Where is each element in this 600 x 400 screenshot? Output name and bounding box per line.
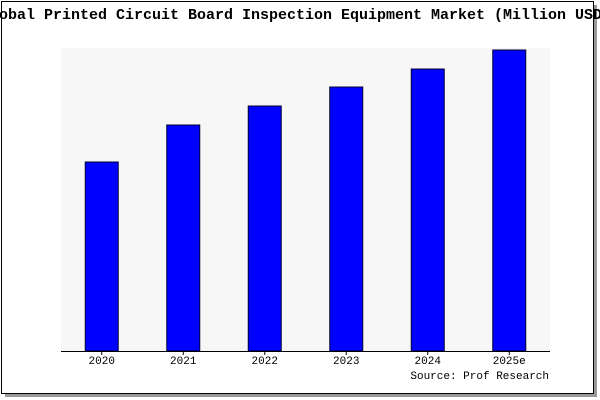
x-tick-label: 2022 (252, 356, 278, 368)
plot-area (61, 48, 550, 351)
bar (329, 86, 364, 352)
bar (492, 49, 527, 352)
x-tick-label: 2024 (415, 356, 442, 368)
bar (84, 161, 119, 352)
source-note: Source: Prof Research (410, 371, 549, 383)
x-tick-label: 2021 (170, 356, 197, 368)
chart-title: Global Printed Circuit Board Inspection … (0, 7, 600, 24)
bar (410, 68, 445, 352)
x-tick-label: 2023 (333, 356, 359, 368)
x-tick-label: 2020 (89, 356, 115, 368)
bar (247, 105, 282, 352)
bar (166, 124, 201, 352)
x-tick-label: 2025e (493, 356, 526, 368)
